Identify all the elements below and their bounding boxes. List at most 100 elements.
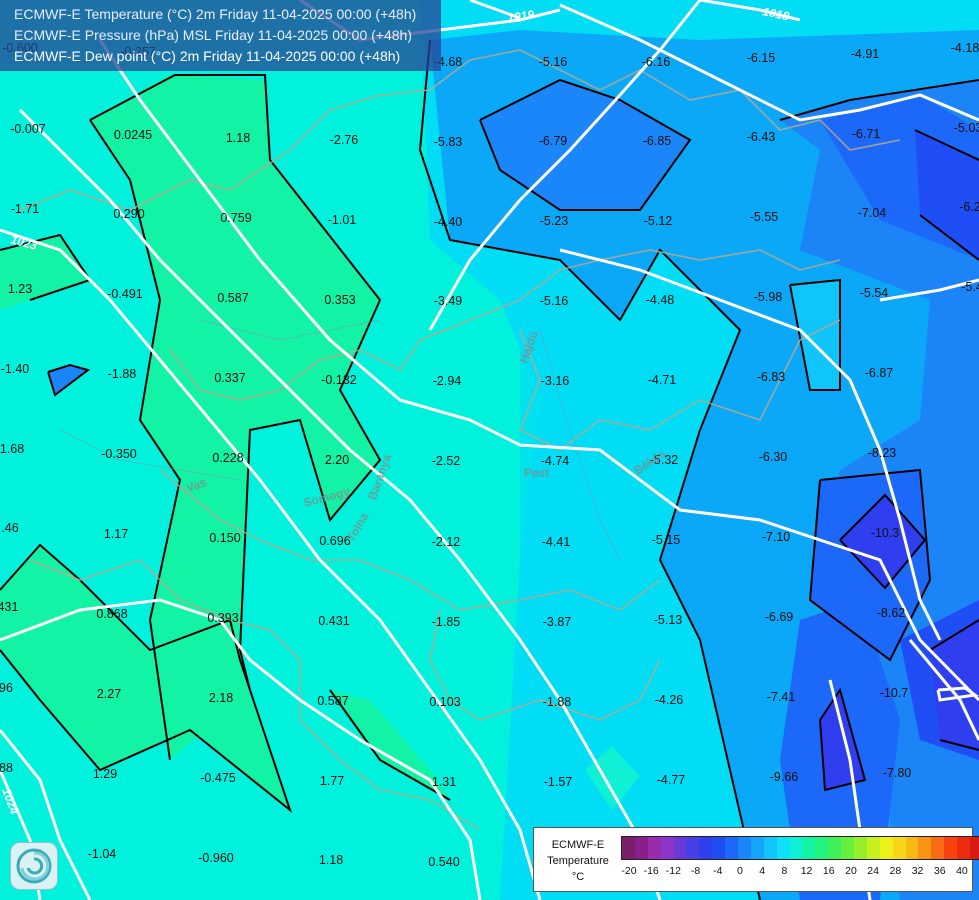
- temperature-value: -5.23: [539, 214, 569, 228]
- legend-swatch: [892, 837, 906, 859]
- temperature-value: 2.20: [324, 453, 350, 467]
- temperature-value: -0.491: [107, 287, 143, 301]
- legend-swatch: [634, 837, 648, 859]
- legend-tick-label: 12: [800, 865, 813, 877]
- legend-swatch: [686, 837, 700, 859]
- field-cyan-diamond: [585, 746, 640, 810]
- temperature-value: -1.57: [543, 775, 573, 789]
- temperature-value: 96: [0, 681, 13, 695]
- legend-swatch: [970, 837, 979, 859]
- temperature-value: -6.87: [864, 366, 894, 380]
- temperature-value: -1.88: [542, 695, 572, 709]
- temperature-value: -6.43: [746, 130, 776, 144]
- temperature-value: .46: [1, 521, 19, 535]
- temperature-title[interactable]: ECMWF-E Temperature (°C) 2m Friday 11-04…: [14, 6, 417, 22]
- legend-tick-label: -4: [713, 865, 723, 877]
- temperature-value: -8.62: [876, 606, 906, 620]
- temperature-value: 0.150: [209, 531, 241, 545]
- legend-swatch: [854, 837, 867, 859]
- temperature-value: -3.16: [540, 374, 570, 388]
- title-panel: ECMWF-E Temperature (°C) 2m Friday 11-04…: [0, 0, 441, 71]
- isobar-label-1019: 1019: [506, 7, 535, 25]
- temperature-value: -5.32: [649, 453, 679, 467]
- temperature-value: -7.41: [766, 690, 796, 704]
- legend-swatch: [699, 837, 713, 859]
- legend-tick-label: 4: [759, 865, 766, 877]
- temperature-value: 0.696: [319, 534, 351, 548]
- temperature-value: 0.868: [96, 607, 128, 621]
- temperature-value: 88: [0, 761, 13, 775]
- temperature-value: -5.03: [953, 121, 979, 135]
- legend-tick-label: 0: [737, 865, 743, 877]
- legend-swatch: [815, 837, 829, 859]
- temperature-value: -1.40: [0, 362, 30, 376]
- temperature-value: -4.26: [654, 693, 684, 707]
- legend-swatch: [866, 837, 880, 859]
- legend-tick-label: 40: [956, 865, 968, 877]
- legend-tick-label: -8: [690, 865, 701, 877]
- temperature-value: 431: [0, 600, 19, 614]
- temperature-value: 0.290: [113, 207, 145, 221]
- legend-swatch: [776, 837, 790, 859]
- legend-swatch: [789, 837, 803, 859]
- place-label: Pest: [524, 466, 550, 480]
- temperature-value: 1.18: [225, 131, 251, 145]
- temperature-value: -5.83: [433, 135, 463, 149]
- temperature-value: 2.18: [208, 691, 234, 705]
- field-green-west2: [0, 235, 90, 310]
- temperature-value: 0.393: [207, 611, 239, 625]
- temperature-value: -4.74: [540, 454, 570, 468]
- temperature-value: -3.87: [542, 615, 572, 629]
- legend-ticks: -20 -16 -12 -8 -4 0 4 8 12 16 20 24 28 32 36 40: [621, 865, 968, 881]
- legend-swatch: [944, 837, 958, 859]
- temperature-value: -1.88: [107, 367, 137, 381]
- temperature-value: 0.103: [429, 695, 461, 709]
- dewpoint-title[interactable]: ECMWF-E Dew point (°C) 2m Friday 11-04-2…: [14, 48, 401, 64]
- temperature-value: -0.007: [10, 122, 46, 136]
- temperature-value: 0.540: [428, 855, 460, 869]
- legend-swatch: [622, 837, 635, 859]
- temperature-value: -1.04: [87, 847, 117, 861]
- legend-swatch: [802, 837, 816, 859]
- temperature-value: -1.01: [327, 213, 357, 227]
- pressure-title[interactable]: ECMWF-E Pressure (hPa) MSL Friday 11-04-…: [14, 27, 412, 43]
- temperature-value: -5.15: [651, 533, 681, 547]
- legend-swatch: [712, 837, 726, 859]
- borders: [19, 49, 901, 831]
- temperature-value: -9.66: [769, 770, 799, 784]
- legend-swatch: [918, 837, 932, 859]
- field-green-south: [330, 690, 450, 800]
- temperature-value: 0.0245: [113, 128, 153, 142]
- temperature-value: -10.7: [879, 686, 909, 700]
- temperature-value: -5.98: [753, 290, 783, 304]
- temperature-value: -6.2: [959, 200, 979, 214]
- temperature-value: -5.16: [538, 55, 568, 69]
- temperature-value: -6.69: [764, 610, 794, 624]
- logo[interactable]: [10, 842, 58, 890]
- temperature-value: -0.132: [321, 373, 357, 387]
- field-cyan-island: [790, 280, 840, 390]
- legend-swatch: [750, 837, 764, 859]
- temperature-value: -4.18: [950, 41, 979, 55]
- temperature-value: -4.71: [647, 373, 677, 387]
- temperature-value: -5.16: [539, 294, 569, 308]
- legend-unit: °C: [571, 871, 585, 883]
- temperature-value: 1.77: [319, 774, 345, 788]
- temperature-value: -7.80: [882, 766, 912, 780]
- temperature-value: -8.23: [867, 446, 897, 460]
- field-dark-blue-se2: [820, 690, 865, 790]
- temperature-value: -7.10: [761, 530, 791, 544]
- temperature-value: -5.54: [859, 286, 889, 300]
- temperature-value: -1.71: [10, 202, 40, 216]
- temperature-value: -4.77: [656, 773, 686, 787]
- legend-swatch: [957, 837, 971, 859]
- color-legend: ECMWF-E Temperature °C -20 -16 -12 -8 -4 0 4 8 1…: [533, 827, 979, 892]
- legend-tick-label: -12: [665, 865, 681, 877]
- legend-tick-label: 24: [867, 865, 879, 877]
- legend-title-1: ECMWF-E: [551, 839, 605, 851]
- legend-swatch: [763, 837, 777, 859]
- legend-swatch: [931, 837, 945, 859]
- legend-swatch: [841, 837, 855, 859]
- legend-tick-label: 20: [845, 865, 857, 877]
- temperature-value: 0.337: [214, 371, 246, 385]
